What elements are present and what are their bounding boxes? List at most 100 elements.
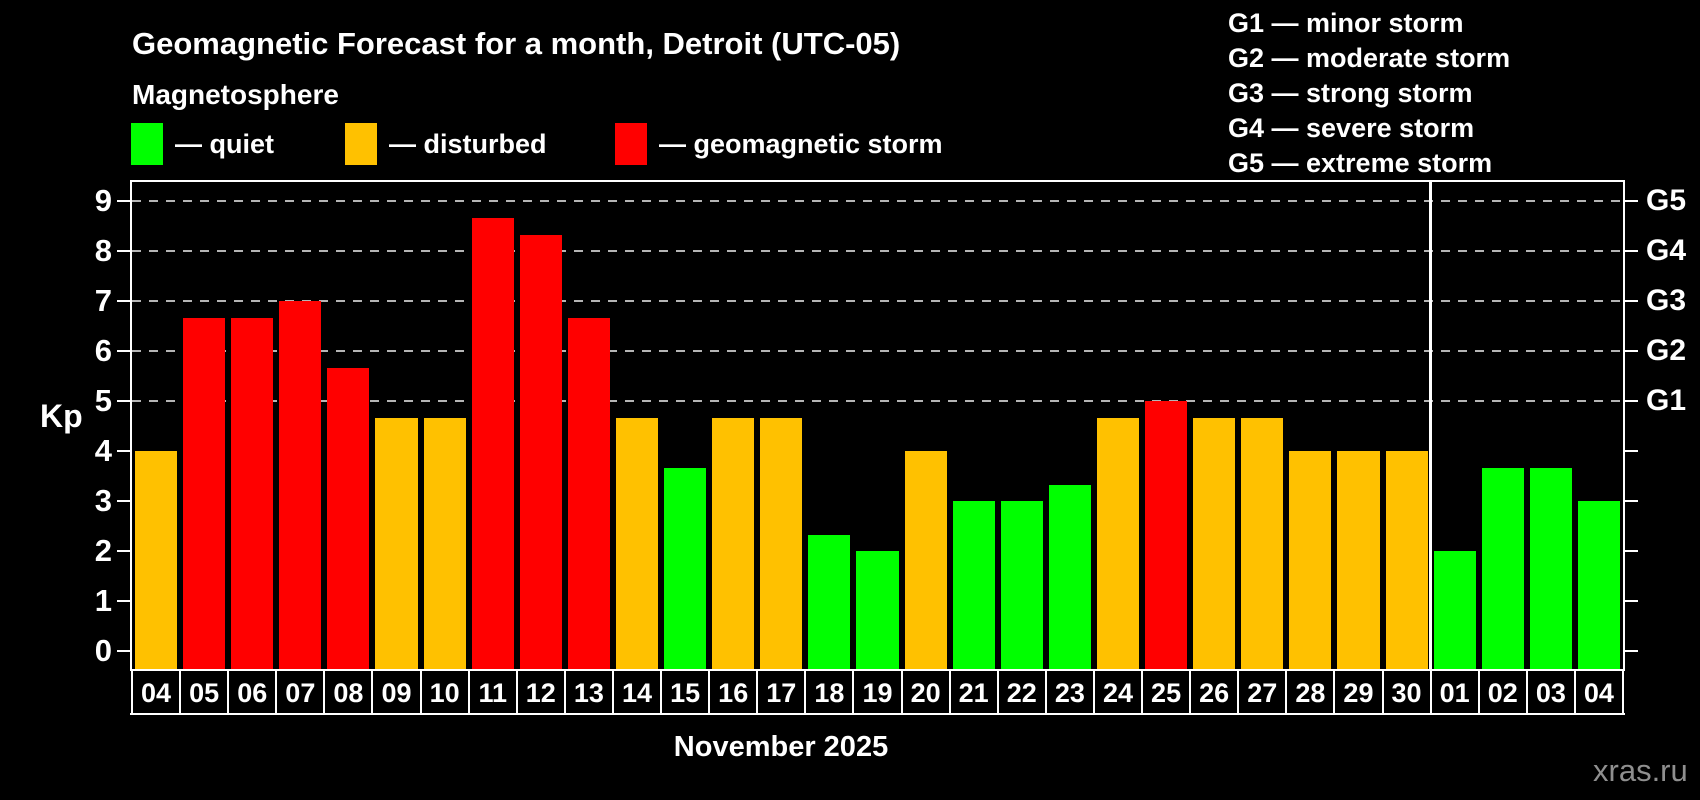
day-cell-label-29: 29 — [1343, 678, 1374, 708]
day-cell-label-26: 26 — [1199, 678, 1230, 708]
bar-day-30 — [1385, 451, 1428, 669]
legend-label-quiet: — quiet — [175, 128, 274, 159]
day-cell-label-02: 02 — [1487, 678, 1518, 708]
bar-day-04 — [135, 451, 178, 669]
day-cell-label-30: 30 — [1391, 678, 1422, 708]
storm-scale-line-g3: G3 — strong storm — [1228, 78, 1473, 108]
bar-day-19 — [856, 551, 899, 669]
day-cell-border — [1141, 669, 1144, 715]
day-cell-border — [804, 669, 807, 715]
bar-day-26 — [1193, 417, 1236, 669]
day-cell-border — [563, 669, 566, 715]
y-axis-tick-left-9 — [117, 200, 130, 202]
legend-label-storm: — geomagnetic storm — [659, 128, 943, 159]
legend-label-disturbed: — disturbed — [389, 128, 547, 159]
y-axis-tick-left-8 — [117, 250, 130, 252]
bar-day-29 — [1337, 451, 1380, 669]
grid-line-kp5 — [132, 400, 1623, 402]
bar-day-20 — [904, 451, 947, 669]
bar-day-04 — [1577, 501, 1620, 669]
y-axis-tick-right-0 — [1625, 650, 1638, 652]
day-cell-border — [227, 669, 230, 715]
day-cell-label-13: 13 — [573, 678, 604, 708]
day-cell-label-23: 23 — [1054, 678, 1085, 708]
day-cell-border — [275, 669, 278, 715]
y-axis-label-2: 2 — [94, 533, 112, 568]
day-cell-label-16: 16 — [718, 678, 749, 708]
quiet-color-swatch — [131, 123, 163, 165]
grid-line-kp7 — [132, 300, 1623, 302]
day-cell-border — [131, 669, 133, 715]
day-cell-border — [1429, 669, 1432, 715]
y-axis-tick-right-3 — [1625, 500, 1638, 502]
bar-day-27 — [1241, 417, 1284, 669]
y-axis-tick-left-7 — [117, 300, 130, 302]
day-cell-label-28: 28 — [1295, 678, 1326, 708]
day-cell-label-06: 06 — [237, 678, 268, 708]
day-cell-label-20: 20 — [910, 678, 941, 708]
day-cell-label-15: 15 — [670, 678, 701, 708]
day-cell-label-07: 07 — [285, 678, 316, 708]
day-band-top — [130, 669, 1625, 671]
y-axis-tick-left-4 — [117, 450, 130, 452]
day-cell-label-22: 22 — [1006, 678, 1037, 708]
y-axis-label-6: 6 — [94, 333, 112, 368]
y-axis-tick-left-0 — [117, 650, 130, 652]
right-axis-label-g5: G5 — [1646, 184, 1687, 217]
bar-day-10 — [423, 417, 466, 669]
y-axis-tick-right-8 — [1625, 250, 1638, 252]
y-axis-tick-left-5 — [117, 400, 130, 402]
day-cell-label-25: 25 — [1151, 678, 1182, 708]
y-axis-tick-left-6 — [117, 350, 130, 352]
bar-day-08 — [327, 367, 370, 669]
y-axis-label-3: 3 — [94, 483, 112, 518]
storm-scale-line-g4: G4 — severe storm — [1228, 113, 1475, 143]
day-cell-border — [1237, 669, 1240, 715]
y-axis-tick-right-1 — [1625, 600, 1638, 602]
day-cell-border — [708, 669, 711, 715]
bar-day-16 — [712, 417, 755, 669]
day-cell-label-17: 17 — [766, 678, 797, 708]
legend-item-storm: — geomagnetic storm — [615, 122, 943, 166]
day-cell-border — [1622, 669, 1624, 715]
day-cell-border — [1333, 669, 1336, 715]
day-cell-label-24: 24 — [1102, 678, 1133, 708]
bar-day-02 — [1481, 467, 1524, 669]
day-cell-border — [1092, 669, 1095, 715]
day-cell-border — [371, 669, 374, 715]
day-cell-border — [323, 669, 326, 715]
day-cell-label-21: 21 — [958, 678, 989, 708]
bar-day-03 — [1529, 467, 1572, 669]
bar-day-05 — [183, 317, 226, 669]
bar-day-13 — [567, 317, 610, 669]
bar-day-12 — [519, 234, 562, 669]
y-axis-label-0: 0 — [94, 633, 112, 668]
day-cell-label-12: 12 — [525, 678, 556, 708]
day-cell-border — [1189, 669, 1192, 715]
day-cell-label-03: 03 — [1535, 678, 1566, 708]
day-cell-border — [611, 669, 614, 715]
storm-scale-legend: G1 — minor storm G2 — moderate storm G3 — … — [1228, 6, 1510, 181]
plot-border-right — [1623, 180, 1625, 671]
day-cell-border — [1044, 669, 1047, 715]
bar-day-18 — [808, 534, 851, 669]
day-cell-label-08: 08 — [333, 678, 364, 708]
day-cell-label-01: 01 — [1439, 678, 1470, 708]
day-cell-border — [515, 669, 518, 715]
day-cell-border — [852, 669, 855, 715]
day-cell-label-09: 09 — [381, 678, 412, 708]
day-cell-border — [660, 669, 663, 715]
y-axis-tick-right-9 — [1625, 200, 1638, 202]
grid-line-kp8 — [132, 250, 1623, 252]
right-axis-label-g1: G1 — [1646, 384, 1687, 417]
storm-scale-line-g1: G1 — minor storm — [1228, 8, 1464, 38]
disturbed-color-swatch — [345, 123, 377, 165]
storm-scale-line-g2: G2 — moderate storm — [1228, 43, 1511, 73]
bar-day-28 — [1289, 451, 1332, 669]
day-band-bottom — [130, 713, 1625, 715]
y-axis-title: Kp — [40, 398, 83, 434]
day-cell-border — [996, 669, 999, 715]
storm-color-swatch — [615, 123, 647, 165]
day-cell-label-19: 19 — [862, 678, 893, 708]
y-axis-tick-right-6 — [1625, 350, 1638, 352]
